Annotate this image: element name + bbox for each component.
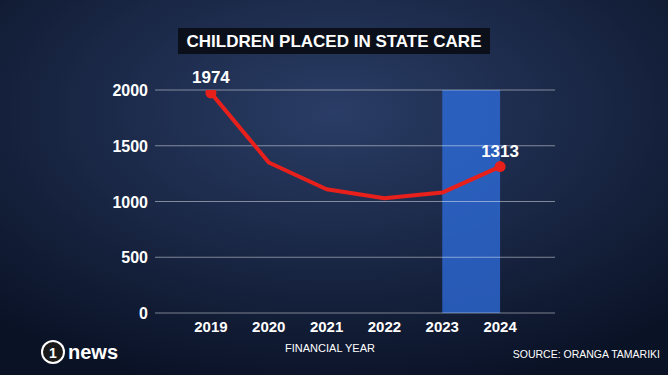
data-point — [326, 189, 327, 190]
y-tick-label: 0 — [139, 305, 148, 322]
x-tick-label: 2019 — [194, 318, 227, 335]
y-axis-line — [155, 90, 156, 313]
x-tick-label: 2023 — [426, 318, 459, 335]
chart-svg: CHILDREN PLACED IN STATE CARE 0 500 1000 150… — [0, 0, 668, 375]
title-group: CHILDREN PLACED IN STATE CARE — [178, 28, 490, 54]
logo-text: news — [68, 341, 118, 363]
data-point — [495, 161, 506, 172]
data-point — [384, 198, 385, 199]
y-tick-label: 2000 — [112, 82, 148, 99]
x-tick-label: 2022 — [368, 318, 401, 335]
data-label: 1313 — [481, 142, 519, 161]
logo-badge-inner — [43, 342, 63, 362]
x-tick-label: 2021 — [310, 318, 343, 335]
data-point — [268, 162, 269, 163]
logo-badge-circle — [41, 340, 65, 364]
title: CHILDREN PLACED IN STATE CARE — [187, 32, 482, 51]
y-tick-label: 500 — [121, 249, 148, 266]
y-tick-label: 1000 — [112, 194, 148, 211]
grid-line — [155, 257, 555, 258]
chart-root: CHILDREN PLACED IN STATE CARE 0 500 1000 150… — [0, 0, 668, 375]
y-tick-label: 1500 — [112, 138, 148, 155]
logo-badge: 1 — [49, 345, 57, 361]
logo: 1 news — [41, 340, 118, 364]
background — [0, 0, 668, 375]
grid-line — [155, 313, 555, 314]
x-tick-label: 2024 — [483, 318, 517, 335]
source: SOURCE: ORANGA TAMARIKI — [513, 348, 660, 360]
grid-line — [155, 201, 555, 202]
x-axis-label: FINANCIAL YEAR — [285, 342, 375, 354]
data-point — [205, 90, 216, 98]
data-point — [442, 192, 443, 193]
data-line — [211, 93, 500, 198]
title-box — [178, 28, 490, 54]
plot-marks — [205, 90, 505, 198]
data-label: 1974 — [192, 68, 230, 87]
x-tick-label: 2020 — [252, 318, 285, 335]
